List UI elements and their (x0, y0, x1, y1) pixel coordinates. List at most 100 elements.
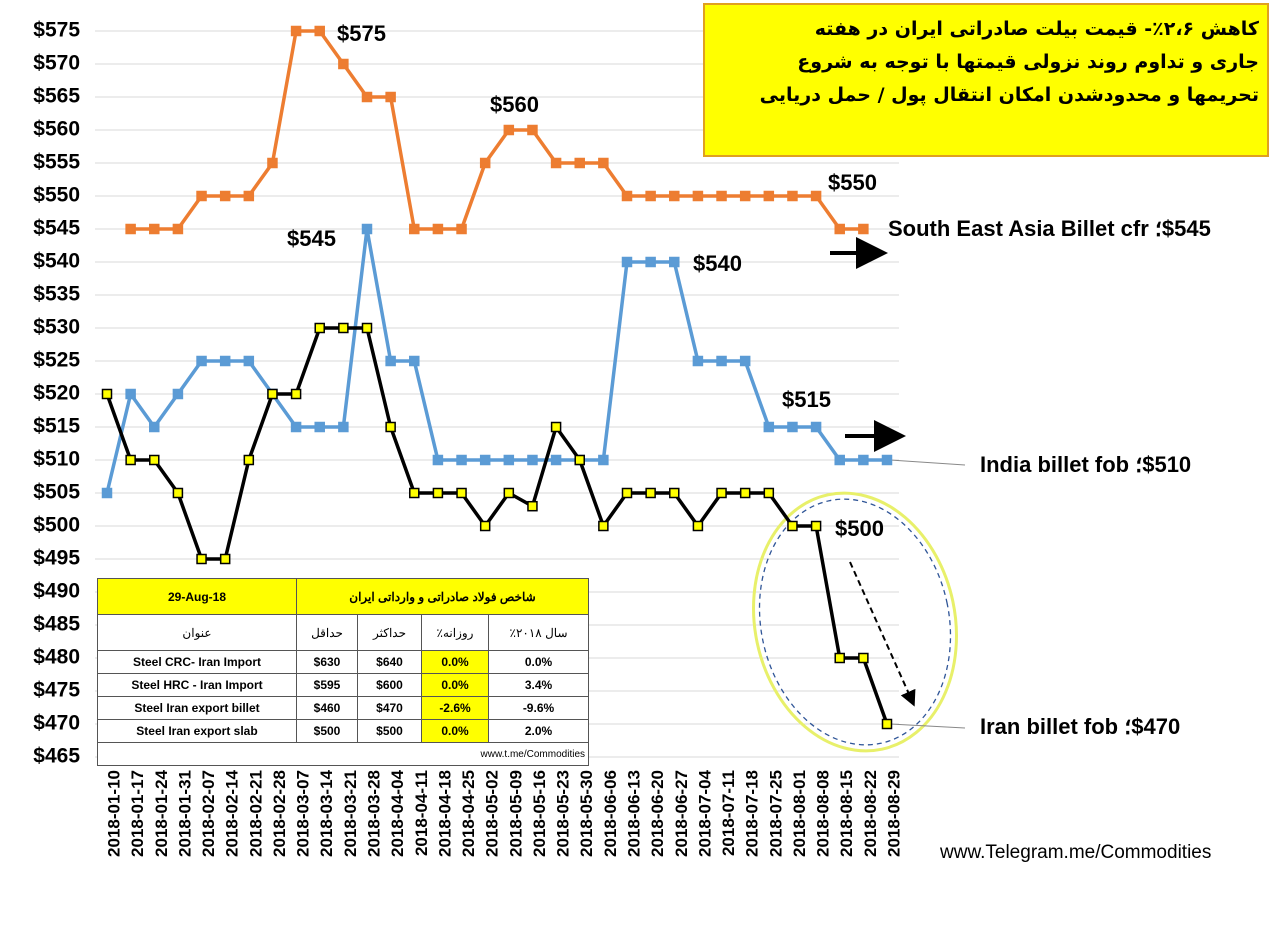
data-point (692, 190, 704, 202)
x-tick-label: 2018-05-30 (577, 770, 596, 857)
value-annotation: $515 (782, 387, 831, 412)
data-point (810, 190, 822, 202)
data-point (149, 223, 160, 235)
table-cell: 0.0% (421, 673, 489, 697)
x-tick-label: 2018-03-14 (317, 769, 336, 857)
x-tick-label: 2018-08-29 (884, 770, 903, 857)
data-point (527, 454, 538, 466)
data-point (219, 553, 231, 565)
data-point (432, 487, 444, 499)
data-point (645, 256, 656, 268)
y-tick-label: $520 (33, 382, 80, 405)
series-label: $470؛ Iran billet fob (980, 714, 1180, 739)
x-tick-label: 2018-04-25 (459, 770, 478, 857)
data-point (290, 421, 302, 433)
data-point (574, 157, 585, 169)
data-point (196, 190, 207, 202)
table-cell: Steel CRC- Iran Import (97, 650, 297, 674)
data-point (290, 388, 302, 400)
data-point (621, 256, 633, 268)
table-cell: 0.0% (421, 719, 489, 743)
info-line: جاری و تداوم روند نزولی قیمتها با توجه ب… (797, 51, 1259, 73)
data-point (621, 487, 633, 499)
data-point (338, 421, 349, 433)
table-cell: 0.0% (488, 650, 589, 674)
data-point (810, 520, 822, 532)
data-point (716, 487, 727, 499)
data-point (669, 256, 680, 268)
data-point (219, 355, 231, 367)
table-cell: 0.0% (421, 650, 489, 674)
data-point (669, 487, 680, 499)
data-point (243, 454, 255, 466)
leader-line (889, 459, 966, 466)
data-point (172, 223, 184, 235)
data-point (172, 388, 184, 400)
x-tick-label: 2018-05-23 (554, 770, 573, 857)
data-point (479, 520, 491, 532)
table-header: روزانه٪ (421, 614, 489, 651)
x-tick-label: 2018-05-16 (530, 770, 549, 857)
data-point (267, 388, 278, 400)
data-point (527, 124, 538, 136)
table-cell: -9.6% (488, 696, 589, 720)
x-tick-label: 2018-04-04 (388, 769, 407, 857)
info-line: تحریمها و محدودشدن امکان انتقال پول / حم… (759, 84, 1259, 106)
x-tick-label: 2018-05-02 (483, 770, 502, 857)
x-tick-label: 2018-01-17 (128, 770, 147, 857)
data-point (196, 355, 207, 367)
data-point (101, 487, 113, 499)
data-point (361, 322, 373, 334)
data-point (858, 223, 869, 235)
data-point (787, 520, 798, 532)
data-point (787, 421, 798, 433)
data-point (739, 355, 751, 367)
y-tick-label: $480 (33, 646, 80, 669)
data-point (716, 355, 727, 367)
x-tick-label: 2018-06-06 (601, 770, 620, 857)
x-tick-label: 2018-02-07 (199, 770, 218, 857)
y-tick-label: $510 (33, 448, 80, 471)
x-tick-label: 2018-05-09 (506, 770, 525, 857)
table-cell: $600 (357, 673, 422, 697)
summary-table: 29-Aug-18 شاخص فولاد صادراتی و وارداتی ای… (97, 578, 589, 766)
x-tick-label: 2018-06-20 (648, 770, 667, 857)
table-cell: $500 (296, 719, 358, 743)
y-tick-label: $555 (33, 151, 80, 174)
data-point (219, 190, 231, 202)
data-point (692, 355, 704, 367)
data-point (716, 190, 727, 202)
highlight-ellipse-inner (758, 498, 952, 746)
data-point (858, 454, 869, 466)
highlight-ellipse (752, 491, 958, 753)
y-tick-label: $495 (33, 547, 80, 570)
data-point (361, 91, 373, 103)
x-tick-label: 2018-03-07 (294, 770, 313, 857)
data-point (125, 388, 136, 400)
y-tick-label: $530 (33, 316, 80, 339)
y-tick-label: $500 (33, 514, 80, 537)
data-point (503, 454, 515, 466)
y-tick-label: $490 (33, 580, 80, 603)
y-tick-label: $540 (33, 250, 80, 273)
x-tick-label: 2018-07-04 (695, 769, 714, 857)
x-tick-label: 2018-04-11 (412, 770, 431, 856)
y-tick-label: $475 (33, 679, 80, 702)
series-line (105, 326, 889, 725)
data-point (125, 454, 136, 466)
data-point (196, 553, 207, 565)
y-tick-label: $575 (33, 19, 80, 42)
x-tick-label: 2018-02-28 (270, 770, 289, 857)
data-point (881, 718, 893, 730)
x-tick-label: 2018-04-18 (435, 770, 454, 857)
data-point (550, 157, 562, 169)
leader-line (889, 723, 966, 729)
y-tick-label: $560 (33, 118, 80, 141)
info-line: کاهش ۲،۶٪- قیمت بیلت صادراتی ایران در هف… (814, 18, 1259, 40)
data-point (267, 157, 278, 169)
data-point (669, 190, 680, 202)
info-box: کاهش ۲،۶٪- قیمت بیلت صادراتی ایران در هف… (703, 3, 1269, 157)
data-point (290, 25, 302, 37)
x-tick-label: 2018-02-21 (246, 770, 265, 857)
y-tick-label: $485 (33, 613, 80, 636)
